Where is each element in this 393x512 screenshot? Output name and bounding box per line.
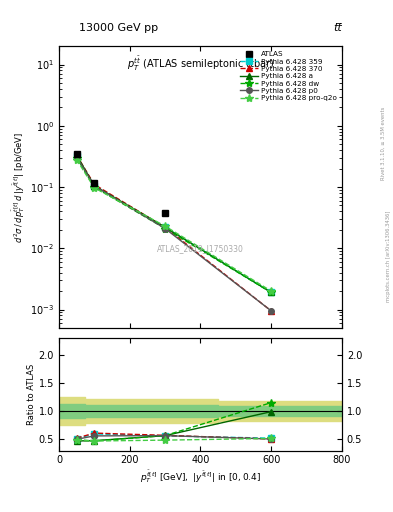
X-axis label: $p_T^{\bar{t}[t]}\ [\mathrm{GeV}],\ |y^{\bar{t}[t]}|\ \mathrm{in}\ [0,0.4]$: $p_T^{\bar{t}[t]}\ [\mathrm{GeV}],\ |y^{… — [140, 468, 261, 485]
Pythia 6.428 370 — [74, 152, 79, 158]
Text: $p_T^{t\bar{t}}$ (ATLAS semileptonic ttbar): $p_T^{t\bar{t}}$ (ATLAS semileptonic ttb… — [127, 55, 274, 73]
Pythia 6.428 p0 — [269, 308, 274, 314]
Text: Rivet 3.1.10, ≥ 3.5M events: Rivet 3.1.10, ≥ 3.5M events — [381, 106, 386, 180]
Text: tt̅: tt̅ — [333, 23, 342, 33]
Line: Pythia 6.428 dw: Pythia 6.428 dw — [72, 154, 275, 296]
Pythia 6.428 a — [92, 183, 97, 189]
Line: Pythia 6.428 370: Pythia 6.428 370 — [73, 152, 275, 314]
Pythia 6.428 a — [163, 224, 167, 230]
Pythia 6.428 pro-q2o — [74, 157, 79, 163]
Pythia 6.428 a — [269, 289, 274, 295]
Pythia 6.428 359 — [74, 153, 79, 159]
Legend: ATLAS, Pythia 6.428 359, Pythia 6.428 370, Pythia 6.428 a, Pythia 6.428 dw, Pyth: ATLAS, Pythia 6.428 359, Pythia 6.428 37… — [239, 50, 338, 103]
Y-axis label: $d^2\sigma\,/\,dp_T^{\bar{t}[t]}\,d\,|y^{\bar{t}[t]}|$ [pb/GeV]: $d^2\sigma\,/\,dp_T^{\bar{t}[t]}\,d\,|y^… — [11, 132, 28, 243]
Pythia 6.428 dw — [74, 155, 79, 161]
ATLAS — [92, 180, 97, 186]
Pythia 6.428 dw — [269, 289, 274, 295]
Pythia 6.428 pro-q2o — [269, 288, 274, 294]
Line: Pythia 6.428 359: Pythia 6.428 359 — [74, 153, 274, 295]
Line: Pythia 6.428 a: Pythia 6.428 a — [73, 152, 275, 296]
Text: ATLAS_2019_I1750330: ATLAS_2019_I1750330 — [157, 245, 244, 253]
Pythia 6.428 dw — [163, 225, 167, 231]
Pythia 6.428 p0 — [92, 183, 97, 189]
Pythia 6.428 p0 — [163, 225, 167, 231]
Pythia 6.428 pro-q2o — [92, 185, 97, 191]
Pythia 6.428 359 — [269, 289, 274, 295]
Pythia 6.428 pro-q2o — [163, 223, 167, 229]
Pythia 6.428 370 — [163, 224, 167, 230]
Pythia 6.428 a — [74, 152, 79, 158]
Y-axis label: Ratio to ATLAS: Ratio to ATLAS — [27, 364, 36, 425]
ATLAS — [74, 151, 79, 157]
ATLAS — [163, 210, 167, 216]
Pythia 6.428 359 — [92, 183, 97, 189]
Pythia 6.428 370 — [269, 308, 274, 314]
Text: mcplots.cern.ch [arXiv:1306.3436]: mcplots.cern.ch [arXiv:1306.3436] — [386, 210, 391, 302]
Line: Pythia 6.428 p0: Pythia 6.428 p0 — [74, 154, 274, 314]
Pythia 6.428 p0 — [74, 154, 79, 160]
Line: Pythia 6.428 pro-q2o: Pythia 6.428 pro-q2o — [72, 156, 275, 295]
Pythia 6.428 370 — [92, 181, 97, 187]
Line: ATLAS: ATLAS — [73, 150, 275, 512]
Text: 13000 GeV pp: 13000 GeV pp — [79, 23, 158, 33]
Pythia 6.428 dw — [92, 184, 97, 190]
Pythia 6.428 359 — [163, 224, 167, 230]
